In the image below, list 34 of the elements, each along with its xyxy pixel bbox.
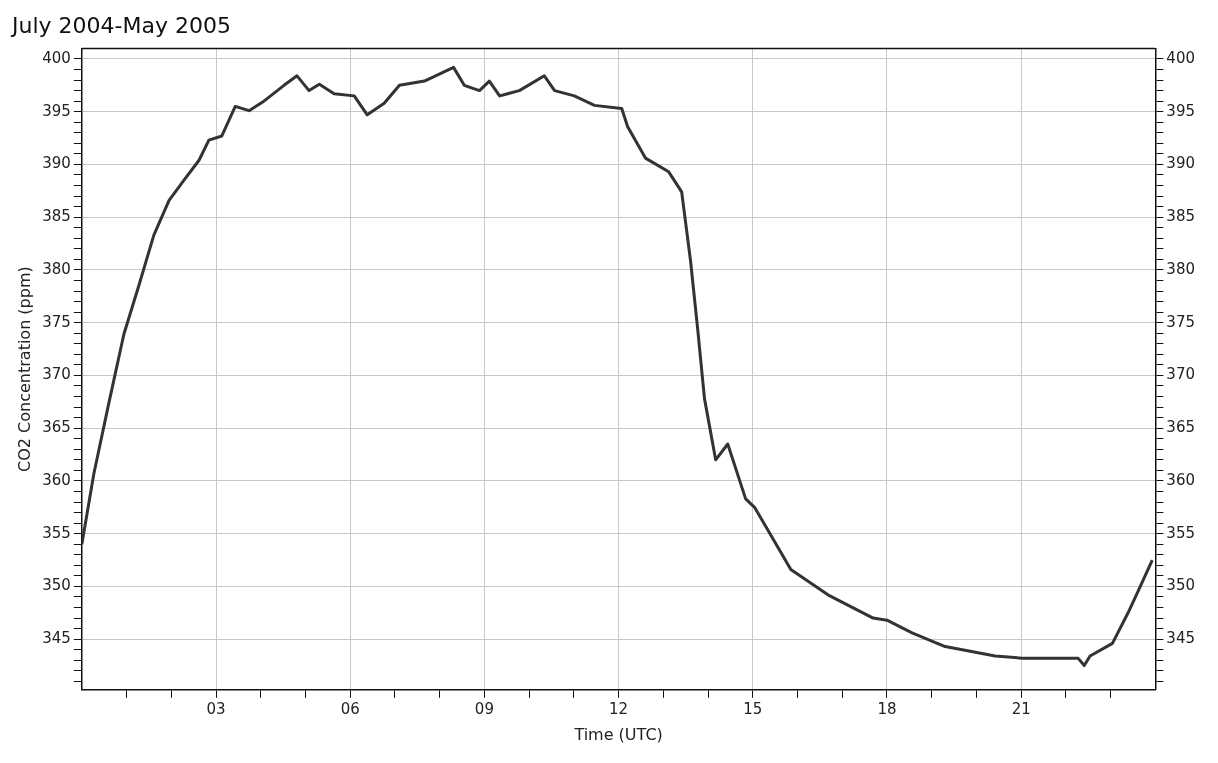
y-tick-label: 385 <box>42 207 71 226</box>
y-tick-label: 375 <box>42 312 71 331</box>
y-tick-label: 350 <box>42 576 71 595</box>
x-axis-title: Time (UTC) <box>573 724 663 744</box>
y-axis-title: CO2 Concentration (ppm) <box>14 266 34 472</box>
y2-tick-label: 400 <box>1166 48 1196 67</box>
y2-tick-label: 380 <box>1166 259 1196 278</box>
y2-tick-label: 350 <box>1166 576 1196 595</box>
x-tick-label: 21 <box>1011 699 1031 718</box>
y2-tick-label: 385 <box>1166 207 1196 226</box>
x-tick-label: 18 <box>877 699 897 718</box>
y2-tick-label: 365 <box>1166 418 1196 437</box>
y2-tick-label: 355 <box>1166 523 1196 542</box>
y-tick-label: 370 <box>42 365 71 384</box>
y2-tick-label: 395 <box>1166 101 1196 120</box>
y2-tick-label: 360 <box>1166 470 1196 489</box>
y-tick-label: 390 <box>42 154 71 173</box>
x-tick-label: 12 <box>609 699 629 718</box>
y2-tick-label: 390 <box>1166 154 1196 173</box>
y-tick-label: 355 <box>42 523 71 542</box>
y2-tick-label: 375 <box>1166 312 1196 331</box>
x-tick-label: 09 <box>474 699 494 718</box>
y-tick-label: 345 <box>42 629 71 648</box>
y-tick-label: 360 <box>42 470 71 489</box>
y-tick-label: 365 <box>42 418 71 437</box>
y2-tick-label: 370 <box>1166 365 1196 384</box>
x-tick-label: 03 <box>206 699 226 718</box>
x-tick-label: 06 <box>340 699 360 718</box>
y-tick-label: 400 <box>42 48 71 67</box>
y2-tick-label: 345 <box>1166 629 1196 648</box>
y-tick-label: 395 <box>42 101 71 120</box>
x-tick-label: 15 <box>743 699 763 718</box>
y-tick-label: 380 <box>42 259 71 278</box>
chart-title: July 2004-May 2005 <box>10 12 231 38</box>
